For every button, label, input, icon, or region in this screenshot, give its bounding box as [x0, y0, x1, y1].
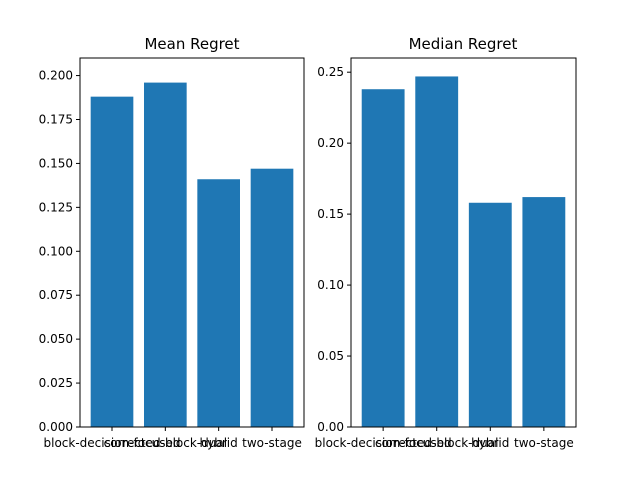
median-regret-x-tick-label: two-stage	[514, 436, 574, 450]
mean-regret-y-tick-label: 0.075	[39, 288, 73, 302]
mean-regret-y-tick-label: 0.000	[39, 420, 73, 434]
mean-regret-y-tick-label: 0.025	[39, 376, 73, 390]
mean-regret-panel: Mean Regret 0.000 0.025 0.050 0.075 0.100 0.1…	[39, 35, 305, 450]
median-regret-y-tick-label: 0.00	[317, 420, 344, 434]
median-regret-x-tick-label: block-decision-focused	[315, 436, 452, 450]
mean-regret-y-ticks: 0.000 0.025 0.050 0.075 0.100 0.125 0.150 0.175…	[39, 69, 80, 434]
median-regret-y-tick-label: 0.05	[317, 349, 344, 363]
median-regret-y-ticks: 0.00 0.05 0.10 0.15 0.20 0.25	[317, 65, 351, 434]
median-regret-bar	[522, 197, 566, 427]
median-regret-x-tick-label: hybrid	[471, 436, 509, 450]
median-regret-title: Median Regret	[409, 35, 518, 53]
median-regret-bar	[415, 76, 459, 427]
mean-regret-x-tick-label: block-decision-focused	[44, 436, 181, 450]
median-regret-panel: Median Regret 0.00 0.05 0.10 0.15 0.20 0.25 b…	[315, 35, 577, 450]
median-regret-x-tick-label: corrected-block-dual	[375, 436, 498, 450]
mean-regret-bar	[144, 82, 187, 427]
mean-regret-y-tick-label: 0.050	[39, 332, 73, 346]
mean-regret-x-tick-label: corrected-block-dual	[104, 436, 227, 450]
mean-regret-bar	[197, 179, 240, 427]
mean-regret-y-tick-label: 0.150	[39, 156, 73, 170]
median-regret-bars	[361, 76, 566, 427]
mean-regret-x-tick-label: two-stage	[242, 436, 302, 450]
median-regret-x-ticks: block-decision-focusedcorrected-block-du…	[315, 427, 574, 450]
mean-regret-y-tick-label: 0.125	[39, 200, 73, 214]
mean-regret-bars	[90, 82, 294, 428]
mean-regret-x-tick-label: hybrid	[200, 436, 238, 450]
mean-regret-axes-frame	[79, 57, 305, 428]
median-regret-bar	[468, 202, 512, 427]
median-regret-y-tick-label: 0.20	[317, 136, 344, 150]
mean-regret-y-tick-label: 0.100	[39, 244, 73, 258]
mean-regret-bar	[250, 168, 294, 427]
median-regret-axes-frame	[350, 57, 577, 428]
mean-regret-title: Mean Regret	[144, 35, 239, 53]
median-regret-bar	[361, 89, 405, 427]
median-regret-y-tick-label: 0.15	[317, 207, 344, 221]
mean-regret-x-ticks: block-decision-focusedcorrected-block-du…	[44, 427, 302, 450]
mean-regret-bar	[90, 96, 134, 428]
median-regret-y-tick-label: 0.25	[317, 65, 344, 79]
mean-regret-y-tick-label: 0.175	[39, 113, 73, 127]
mean-regret-y-tick-label: 0.200	[39, 69, 73, 83]
median-regret-y-tick-label: 0.10	[317, 278, 344, 292]
